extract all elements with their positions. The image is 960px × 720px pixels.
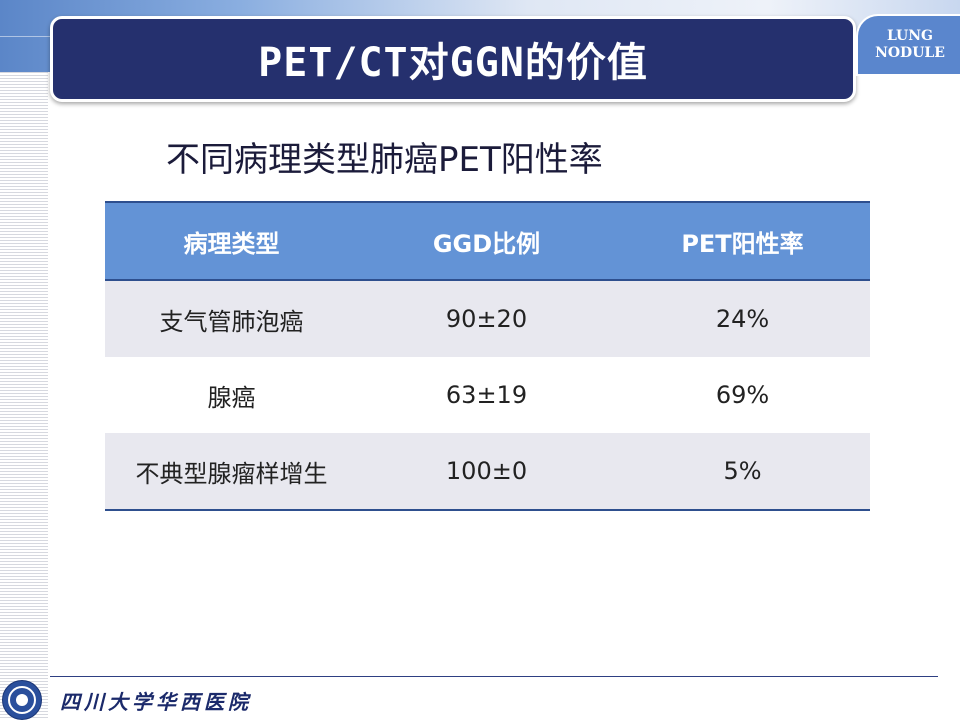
lung-nodule-tab: LUNG NODULE: [856, 14, 960, 76]
left-striped-band: [0, 0, 48, 720]
cell-ggd-ratio: 63±19: [358, 357, 615, 433]
cell-pathology-type: 支气管肺泡癌: [105, 280, 358, 357]
table-row: 支气管肺泡癌 90±20 24%: [105, 280, 870, 357]
lung-tab-line1: LUNG: [886, 28, 934, 44]
lung-tab-line2: NODULE: [875, 45, 945, 61]
title-banner: PET/CT对GGN的价值: [50, 16, 856, 102]
cell-pathology-type: 不典型腺瘤样增生: [105, 433, 358, 511]
header-pathology-type: 病理类型: [105, 201, 358, 281]
slide-subtitle: 不同病理类型肺癌PET阳性率: [166, 140, 603, 180]
table-row: 腺癌 63±19 69%: [105, 357, 870, 433]
cell-pet-positive-rate: 69%: [615, 357, 870, 433]
cell-ggd-ratio: 90±20: [358, 280, 615, 357]
table-header-row: 病理类型 GGD比例 PET阳性率: [105, 201, 870, 281]
pathology-pet-table: 病理类型 GGD比例 PET阳性率 支气管肺泡癌 90±20 24% 腺癌 63…: [105, 201, 870, 511]
footer-institution-name: 四川大学华西医院: [60, 690, 252, 714]
cell-pathology-type: 腺癌: [105, 357, 358, 433]
footer-divider: [50, 676, 938, 677]
cell-pet-positive-rate: 24%: [615, 280, 870, 357]
table-row: 不典型腺瘤样增生 100±0 5%: [105, 433, 870, 511]
cell-ggd-ratio: 100±0: [358, 433, 615, 511]
header-ggd-ratio: GGD比例: [358, 201, 615, 281]
slide-title: PET/CT对GGN的价值: [258, 40, 648, 86]
hospital-seal-icon: [2, 680, 42, 720]
header-pet-positive-rate: PET阳性率: [615, 201, 870, 281]
cell-pet-positive-rate: 5%: [615, 433, 870, 511]
